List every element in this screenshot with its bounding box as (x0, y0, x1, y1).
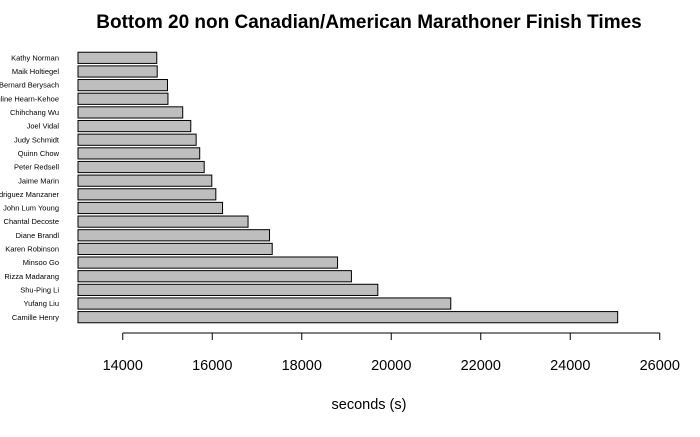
bar (77, 133, 197, 146)
category-labels: Camille Henry Yufang Liu Shu-Ping Li Rizza … (0, 53, 60, 321)
category-label: Quinn Chow (18, 149, 60, 158)
bar (77, 242, 273, 256)
x-tick-label: 20000 (371, 358, 411, 374)
category-label: Bernard Berysach (0, 81, 59, 90)
bar (77, 147, 201, 160)
category-label: Camille Henry (12, 313, 59, 322)
category-label: Jaime Marin (18, 176, 59, 185)
category-label: Judy Schmidt (14, 135, 60, 144)
bar (77, 283, 379, 296)
category-label: Pauline Hearn-Kehoe (0, 94, 59, 103)
bar (77, 160, 205, 174)
bar (77, 79, 168, 92)
bar (77, 65, 158, 78)
bar (77, 119, 192, 133)
bars-layer (77, 51, 619, 324)
bar (77, 215, 249, 228)
category-label: Chihchang Wu (10, 108, 59, 117)
category-label: Shu-Ping Li (20, 285, 59, 294)
category-label: Rodriguez Manzaner (0, 190, 59, 199)
category-label: Rizza Madarang (4, 272, 59, 281)
x-axis: 14000 16000 18000 20000 22000 24000 26000 (103, 332, 680, 374)
category-label: Yufang Liu (24, 299, 59, 308)
x-axis-ticks: 14000 16000 18000 20000 22000 24000 26000 (103, 333, 680, 374)
bar (77, 229, 271, 242)
bar (77, 311, 619, 324)
category-label: Peter Redsell (14, 163, 59, 172)
bar (77, 270, 352, 283)
category-label: Maik Holtiegel (12, 67, 59, 76)
x-tick-label: 24000 (550, 358, 590, 374)
bar (77, 201, 224, 215)
bar (77, 92, 169, 105)
bar (77, 256, 339, 269)
x-tick-label: 26000 (640, 358, 680, 374)
category-label: Joel Vidal (27, 122, 60, 131)
category-label: Chantal Decoste (4, 217, 59, 226)
bar (77, 106, 184, 119)
x-tick-label: 14000 (103, 358, 143, 374)
category-label: Karen Robinson (5, 245, 59, 254)
chart-title: Bottom 20 non Canadian/American Marathon… (96, 12, 641, 33)
bar (77, 174, 213, 187)
x-tick-label: 22000 (461, 358, 501, 374)
x-tick-label: 16000 (192, 358, 232, 374)
bar (77, 51, 158, 64)
x-tick-label: 18000 (282, 358, 322, 374)
x-axis-title: seconds (s) (332, 397, 407, 413)
category-label: Kathy Norman (11, 53, 59, 62)
bar (77, 188, 217, 201)
category-label: John Lum Young (3, 204, 59, 213)
category-label: Diane Brandl (16, 231, 60, 240)
category-label: Minsoo Go (23, 258, 59, 267)
bar (77, 297, 452, 310)
